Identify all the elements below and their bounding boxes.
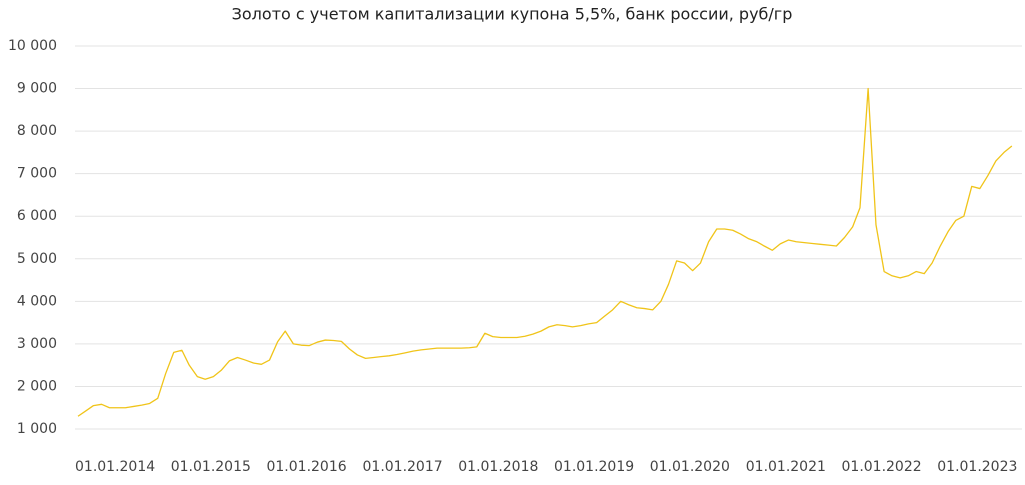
x-tick-label: 01.01.2019 <box>554 459 634 475</box>
x-tick-label: 01.01.2014 <box>75 459 155 475</box>
x-tick-label: 01.01.2017 <box>363 459 443 475</box>
y-tick-label: 5 000 <box>17 251 57 267</box>
y-tick-label: 10 000 <box>8 38 57 54</box>
y-tick-label: 8 000 <box>17 123 57 139</box>
chart-title: Золото с учетом капитализации купона 5,5… <box>232 5 793 24</box>
price-line <box>77 87 1013 417</box>
x-tick-label: 01.01.2015 <box>171 459 251 475</box>
x-tick-label: 01.01.2022 <box>842 459 922 475</box>
x-tick-label: 01.01.2018 <box>458 459 538 475</box>
y-tick-label: 4 000 <box>17 293 57 309</box>
y-tick-label: 7 000 <box>17 166 57 182</box>
x-tick-label: 01.01.2016 <box>266 459 346 475</box>
y-tick-label: 9 000 <box>17 81 57 97</box>
y-tick-label: 2 000 <box>17 378 57 394</box>
x-tick-label: 01.01.2021 <box>746 459 826 475</box>
x-tick-label: 01.01.2023 <box>937 459 1017 475</box>
y-tick-label: 1 000 <box>17 421 57 437</box>
y-tick-label: 6 000 <box>17 208 57 224</box>
y-tick-label: 3 000 <box>17 336 57 352</box>
x-tick-label: 01.01.2020 <box>650 459 730 475</box>
